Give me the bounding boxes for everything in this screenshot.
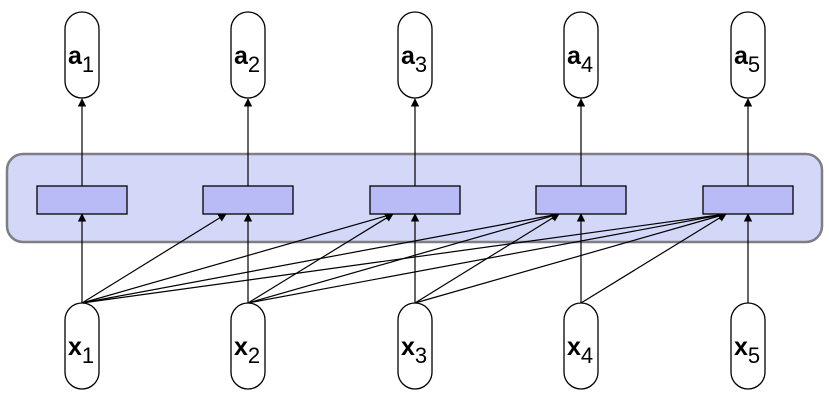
edge-x4-to-cell-5	[580, 213, 727, 304]
edge-x1-to-cell-2	[81, 213, 227, 304]
output-node-2: a2	[230, 11, 266, 99]
attention-cell-4	[535, 185, 627, 215]
input-node-5: x5	[730, 302, 766, 390]
output-label-letter: a	[734, 42, 749, 70]
output-label-letter: a	[68, 42, 83, 70]
input-node-shape	[397, 302, 433, 390]
output-node-5: a5	[730, 11, 766, 99]
output-node-3: a3	[397, 11, 433, 99]
output-node-shape	[230, 11, 266, 99]
attention-cell-1	[36, 185, 128, 215]
output-label-letter: a	[234, 42, 249, 70]
edge-x1-to-cell-3	[81, 212, 394, 304]
output-label: a5	[734, 42, 760, 77]
output-label-subscript: 3	[415, 52, 427, 77]
input-node-2: x2	[230, 302, 266, 390]
attention-cell-2	[202, 185, 294, 215]
output-node-shape	[730, 11, 766, 99]
input-label-subscript: 1	[82, 343, 94, 368]
output-label-subscript: 2	[248, 52, 260, 77]
input-label: x2	[234, 333, 260, 368]
input-node-shape	[563, 302, 599, 390]
attention-cells	[36, 185, 794, 215]
output-label: a4	[567, 42, 593, 77]
input-label: x5	[734, 333, 760, 368]
input-node-4: x4	[563, 302, 599, 390]
edge-x2-to-cell-4	[247, 212, 560, 304]
output-node-shape	[563, 11, 599, 99]
output-label-subscript: 1	[82, 52, 94, 77]
connections	[77, 98, 753, 304]
input-node-3: x3	[397, 302, 433, 390]
input-label: x1	[68, 333, 94, 368]
input-label: x3	[401, 333, 427, 368]
input-label-letter: x	[567, 333, 581, 361]
input-label-subscript: 3	[415, 343, 427, 368]
edge-x2-to-cell-3	[247, 213, 394, 304]
input-node-shape	[230, 302, 266, 390]
input-label-subscript: 4	[581, 343, 593, 368]
output-label: a1	[68, 42, 94, 77]
input-label-subscript: 2	[248, 343, 260, 368]
edge-x3-to-cell-5	[414, 212, 727, 304]
input-label-letter: x	[734, 333, 748, 361]
output-label-letter: a	[401, 42, 416, 70]
input-label-letter: x	[234, 333, 248, 361]
input-label-letter: x	[68, 333, 82, 361]
attention-cell-5	[702, 185, 794, 215]
output-label: a3	[401, 42, 427, 77]
output-label-letter: a	[567, 42, 582, 70]
input-nodes: x1 x2 x3 x4 x5	[64, 302, 766, 390]
input-node-shape	[64, 302, 100, 390]
input-node-1: x1	[64, 302, 100, 390]
output-node-shape	[64, 11, 100, 99]
output-nodes: a1 a2 a3 a4 a5	[64, 11, 766, 99]
attention-cell-3	[369, 185, 461, 215]
edge-x3-to-cell-4	[414, 213, 560, 304]
input-node-shape	[730, 302, 766, 390]
output-node-4: a4	[563, 11, 599, 99]
output-node-shape	[397, 11, 433, 99]
output-label: a2	[234, 42, 260, 77]
input-label: x4	[567, 333, 593, 368]
output-label-subscript: 4	[581, 52, 593, 77]
output-label-subscript: 5	[748, 52, 760, 77]
input-label-subscript: 5	[748, 343, 760, 368]
input-label-letter: x	[401, 333, 415, 361]
output-node-1: a1	[64, 11, 100, 99]
